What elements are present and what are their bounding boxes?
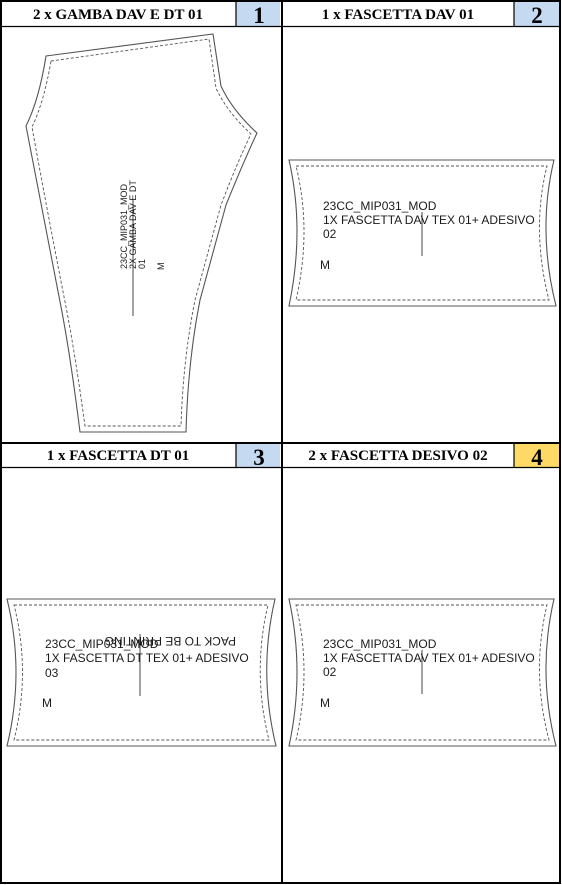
leg-piece-outline <box>25 33 258 433</box>
panel-4-number: 4 <box>531 445 543 470</box>
piece-description: 1X FASCETTA DAV TEX 01+ ADESIVO <box>323 651 535 665</box>
panel-3-pattern-piece: PACK TO BE PRINTING 23CC_MIP031_MOD 1X F… <box>6 598 277 747</box>
band-piece-seam-line <box>13 604 270 741</box>
band-piece-outline <box>6 598 277 747</box>
piece-number: 01 <box>137 259 147 269</box>
size-label: M <box>320 696 330 710</box>
piece-code: 23CC_MIP031_MOD <box>45 637 159 651</box>
panel-3-number: 3 <box>253 445 265 470</box>
leg-piece-seam-line <box>31 38 252 427</box>
piece-number: 03 <box>45 666 59 680</box>
piece-description: 1X FASCETTA DT TEX 01+ ADESIVO <box>45 651 249 665</box>
piece-description: 2X GAMBA DAV E DT <box>128 180 138 269</box>
piece-description: 1X FASCETTA DAV TEX 01+ ADESIVO <box>323 213 535 227</box>
size-label: M <box>42 696 52 710</box>
panel-3-title: 1 x FASCETTA DT 01 <box>47 448 190 464</box>
panel-4-title: 2 x FASCETTA DESIVO 02 <box>308 448 487 464</box>
panel-1-badge <box>236 2 280 26</box>
panel-4-badge <box>514 444 559 467</box>
size-label: M <box>156 263 166 271</box>
panel-4-pattern-piece: 23CC_MIP031_MOD 1X FASCETTA DAV TEX 01+ … <box>288 598 557 747</box>
size-label: M <box>320 258 330 272</box>
panel-2-number: 2 <box>531 3 543 28</box>
band-piece-seam-line <box>295 165 550 301</box>
panel-2-title: 1 x FASCETTA DAV 01 <box>322 7 474 23</box>
mirrored-note: PACK TO BE PRINTING <box>105 634 236 648</box>
panel-1-number: 1 <box>253 3 265 28</box>
panel-2-pattern-piece: 23CC_MIP031_MOD 1X FASCETTA DAV TEX 01+ … <box>288 159 557 307</box>
piece-number: 02 <box>323 227 337 241</box>
panel-3-badge <box>236 444 280 467</box>
band-piece-outline <box>288 598 557 747</box>
piece-number: 02 <box>323 665 337 679</box>
piece-code: 23CC_MIP031_MOD <box>323 637 437 651</box>
panel-1-pattern-piece: 23CC_MIP031_MOD 2X GAMBA DAV E DT 01 M <box>25 33 258 433</box>
panel-2-badge <box>514 2 559 26</box>
panel-1-title: 2 x GAMBA DAV E DT 01 <box>33 7 203 23</box>
piece-code: 23CC_MIP031_MOD <box>119 183 129 269</box>
band-piece-seam-line <box>295 604 550 741</box>
band-piece-outline <box>288 159 557 307</box>
piece-code: 23CC_MIP031_MOD <box>323 199 437 213</box>
